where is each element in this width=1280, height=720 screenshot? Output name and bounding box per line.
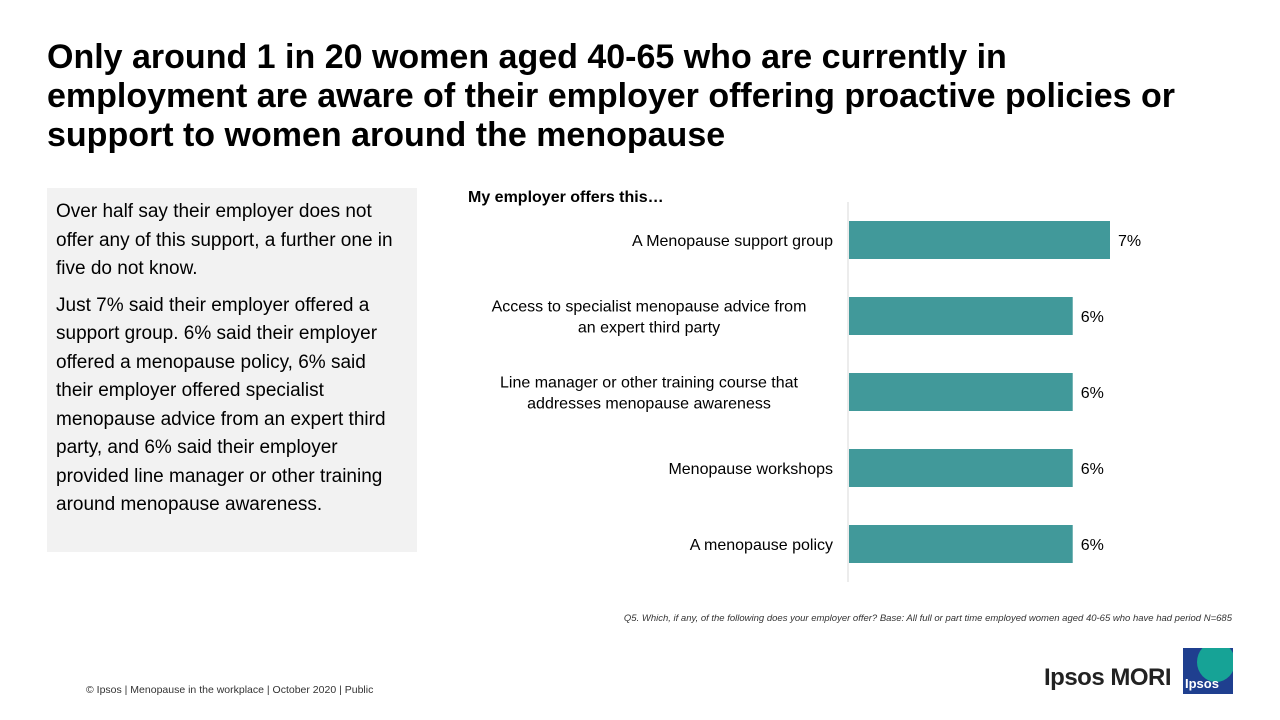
category-label-2: Access to specialist menopause advice fr… (492, 299, 807, 337)
category-label-5: A menopause policy (690, 537, 833, 554)
bar-5 (849, 525, 1073, 563)
bar-4 (849, 449, 1073, 487)
bar-3 (849, 373, 1073, 411)
page-title: Only around 1 in 20 women aged 40-65 who… (47, 38, 1175, 154)
ipsos-logo-icon: Ipsos (1183, 648, 1233, 694)
value-label-2: 6% (1081, 309, 1104, 326)
value-label-4: 6% (1081, 461, 1104, 478)
category-label-1: A Menopause support group (632, 233, 833, 250)
ipsos-logo-text: Ipsos (1185, 676, 1219, 691)
bar-2 (849, 297, 1073, 335)
summary-paragraph-2: Just 7% said their employer offered a su… (56, 294, 386, 516)
footnote: Q5. Which, if any, of the following does… (623, 613, 1232, 624)
category-label-4: Menopause workshops (668, 461, 833, 478)
value-label-1: 7% (1118, 233, 1141, 250)
footer: © Ipsos | Menopause in the workplace | O… (86, 684, 374, 696)
value-label-3: 6% (1081, 385, 1104, 402)
summary-box: Over half say their employer does not of… (47, 188, 417, 552)
chart-title: My employer offers this… (468, 189, 664, 206)
summary-paragraph-1: Over half say their employer does not of… (56, 201, 393, 279)
category-label-3: Line manager or other training course th… (500, 375, 799, 413)
bar-1 (849, 221, 1110, 259)
ipsos-mori-wordmark: Ipsos MORI (1044, 664, 1172, 691)
value-label-5: 6% (1081, 537, 1104, 554)
